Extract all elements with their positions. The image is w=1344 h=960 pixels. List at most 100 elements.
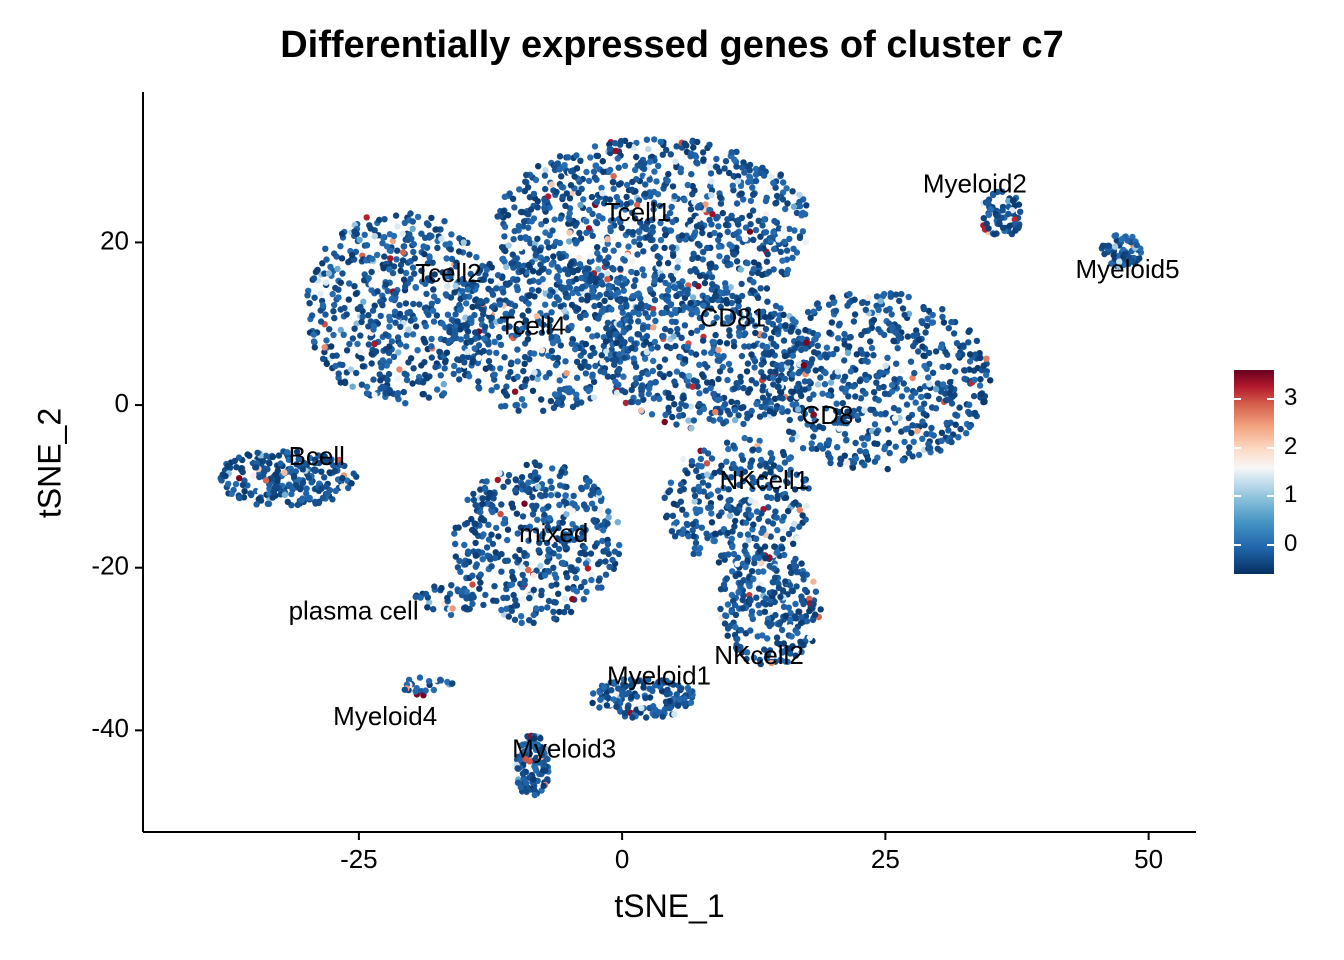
- cell-point: [847, 368, 855, 375]
- cell-point: [738, 164, 746, 171]
- cell-point: [708, 178, 715, 185]
- cell-point: [304, 292, 311, 299]
- cell-point: [544, 193, 552, 200]
- cell-point: [947, 384, 955, 391]
- cell-point: [674, 702, 682, 709]
- cell-point: [777, 171, 784, 178]
- cell-point: [905, 414, 912, 422]
- cell-point: [535, 287, 542, 294]
- cell-point: [868, 344, 876, 352]
- cell-point: [358, 318, 365, 326]
- cell-point: [708, 187, 716, 194]
- cell-point: [440, 381, 447, 388]
- cell-point: [776, 621, 783, 628]
- cell-point: [531, 369, 538, 376]
- cell-point: [490, 495, 497, 502]
- cell-point: [363, 383, 371, 390]
- cell-point: [617, 265, 624, 272]
- cell-point: [496, 301, 503, 308]
- cell-point: [843, 459, 851, 466]
- cell-point: [550, 526, 558, 533]
- cell-point: [817, 402, 824, 409]
- cell-point: [349, 383, 356, 390]
- cell-point: [928, 424, 935, 432]
- cell-point: [690, 250, 697, 257]
- cell-point: [389, 237, 396, 245]
- cell-point: [346, 280, 353, 287]
- cell-point: [498, 501, 505, 508]
- cell-point: [629, 209, 636, 216]
- cell-point: [795, 328, 802, 336]
- cell-point: [693, 223, 701, 230]
- cluster-label: Myeloid4: [333, 701, 437, 731]
- cell-point: [889, 323, 896, 331]
- cell-point: [741, 169, 748, 176]
- cell-point: [386, 343, 393, 350]
- cell-point: [775, 383, 782, 391]
- cell-point: [642, 694, 649, 702]
- cell-point: [547, 327, 554, 334]
- cell-point: [806, 395, 813, 403]
- cell-point: [628, 693, 635, 701]
- cell-point: [891, 376, 898, 383]
- cell-point: [386, 386, 393, 394]
- cell-point: [728, 299, 735, 307]
- cell-point: [721, 620, 729, 627]
- cell-point: [464, 348, 471, 355]
- cell-point: [578, 296, 585, 303]
- cell-point: [231, 457, 238, 465]
- cell-point: [1009, 197, 1017, 205]
- cell-point: [339, 361, 346, 369]
- cell-point: [535, 269, 543, 276]
- cell-point: [787, 624, 794, 631]
- cluster-label: Myeloid1: [607, 660, 711, 690]
- cell-point: [809, 356, 816, 363]
- cell-point: [582, 271, 590, 278]
- cell-point: [568, 388, 576, 395]
- cell-point: [980, 398, 987, 406]
- cell-point: [725, 360, 733, 368]
- cell-point: [800, 600, 807, 608]
- cell-point: [708, 286, 715, 293]
- cell-point: [637, 159, 645, 166]
- cell-point: [750, 236, 757, 243]
- cell-point: [627, 336, 635, 343]
- cell-point: [600, 168, 607, 175]
- cell-point: [256, 488, 264, 495]
- cell-point: [654, 253, 661, 260]
- cell-point: [770, 462, 778, 469]
- cell-point: [612, 147, 619, 155]
- cell-point: [681, 322, 689, 329]
- cell-point: [696, 545, 704, 552]
- cell-point: [477, 508, 484, 516]
- cell-point: [467, 337, 475, 345]
- cell-point: [236, 494, 243, 502]
- cell-point: [281, 491, 289, 498]
- cell-point: [729, 528, 736, 535]
- cell-point: [796, 506, 803, 514]
- cell-point: [550, 253, 557, 260]
- cell-point: [749, 207, 757, 214]
- cell-point: [674, 264, 681, 271]
- cell-point: [792, 600, 799, 608]
- colorbar-legend: [1234, 370, 1274, 574]
- cell-point: [983, 355, 990, 362]
- cell-point: [754, 269, 762, 276]
- cell-point: [808, 440, 815, 447]
- cell-point: [695, 202, 702, 210]
- cell-point: [699, 337, 707, 344]
- cell-point: [791, 227, 798, 234]
- cell-point: [620, 676, 628, 683]
- colorbar-tick-mark: [1267, 543, 1274, 546]
- cell-point: [1110, 252, 1117, 259]
- cell-point: [380, 234, 387, 241]
- cell-point: [712, 264, 719, 271]
- cell-point: [519, 312, 526, 319]
- cell-point: [432, 676, 439, 683]
- cell-point: [430, 606, 437, 613]
- cell-point: [621, 354, 628, 361]
- cell-point: [360, 298, 367, 305]
- cell-point: [908, 394, 915, 401]
- cell-point: [861, 328, 868, 335]
